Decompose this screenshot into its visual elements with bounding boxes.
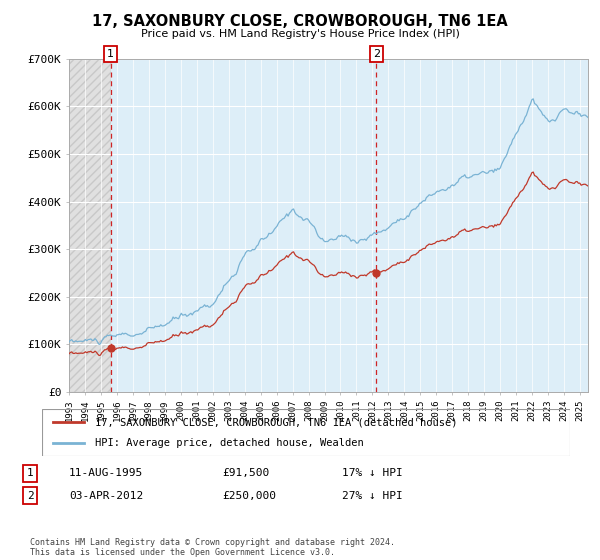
Text: 17, SAXONBURY CLOSE, CROWBOROUGH, TN6 1EA (detached house): 17, SAXONBURY CLOSE, CROWBOROUGH, TN6 1E…	[95, 417, 457, 427]
Text: 2: 2	[26, 491, 34, 501]
Text: 27% ↓ HPI: 27% ↓ HPI	[342, 491, 403, 501]
Text: £250,000: £250,000	[222, 491, 276, 501]
Text: 17, SAXONBURY CLOSE, CROWBOROUGH, TN6 1EA: 17, SAXONBURY CLOSE, CROWBOROUGH, TN6 1E…	[92, 14, 508, 29]
Text: 03-APR-2012: 03-APR-2012	[69, 491, 143, 501]
Bar	[69, 59, 110, 392]
Text: Price paid vs. HM Land Registry's House Price Index (HPI): Price paid vs. HM Land Registry's House …	[140, 29, 460, 39]
Text: 1: 1	[26, 468, 34, 478]
Bar	[69, 59, 110, 392]
Text: HPI: Average price, detached house, Wealden: HPI: Average price, detached house, Weal…	[95, 438, 364, 448]
Text: 1: 1	[107, 49, 114, 59]
Text: Contains HM Land Registry data © Crown copyright and database right 2024.
This d: Contains HM Land Registry data © Crown c…	[30, 538, 395, 557]
Text: 11-AUG-1995: 11-AUG-1995	[69, 468, 143, 478]
Bar	[110, 59, 588, 392]
Text: £91,500: £91,500	[222, 468, 269, 478]
Text: 17% ↓ HPI: 17% ↓ HPI	[342, 468, 403, 478]
Text: 2: 2	[373, 49, 380, 59]
